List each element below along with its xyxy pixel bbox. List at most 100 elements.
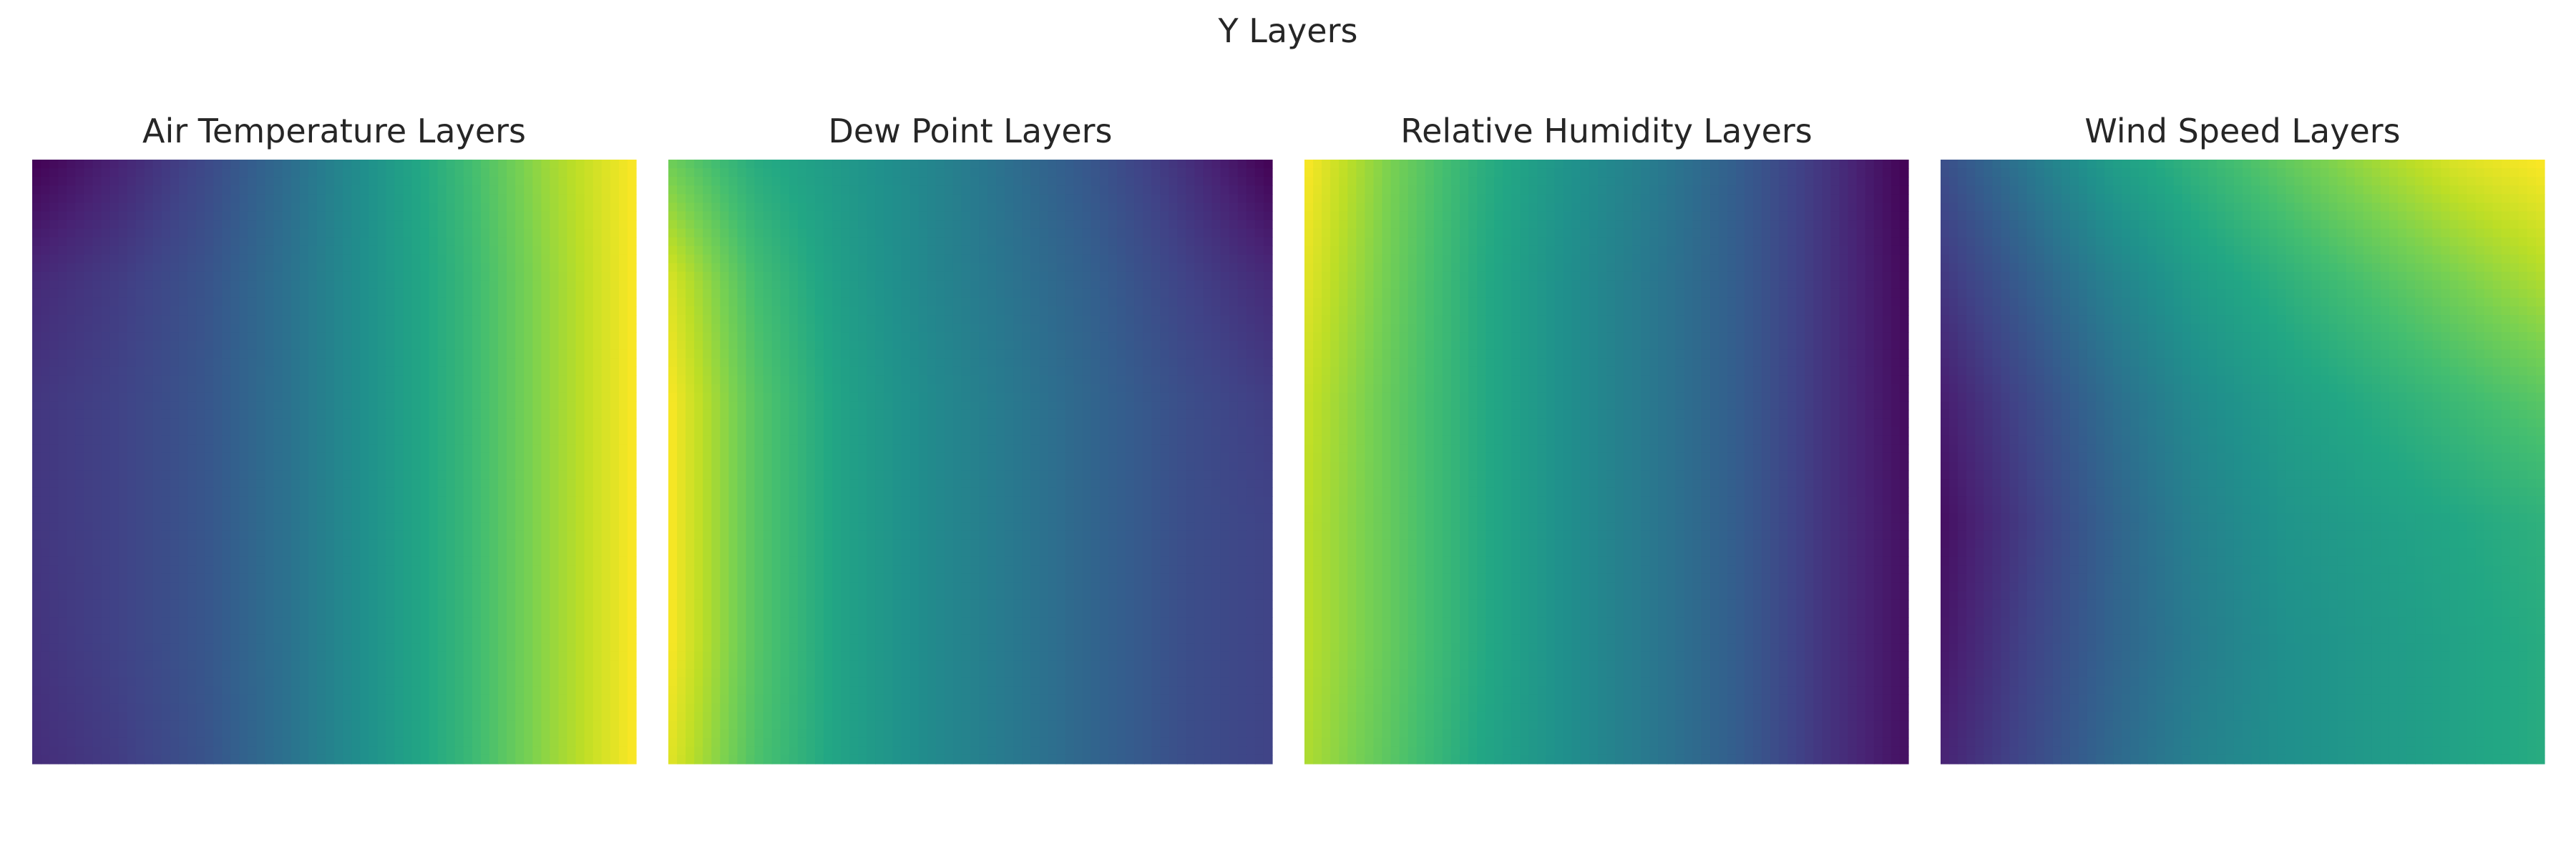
heatmap-cell bbox=[222, 669, 231, 679]
heatmap-cell bbox=[92, 626, 102, 635]
heatmap-cell bbox=[524, 737, 533, 747]
heatmap-cell bbox=[49, 435, 59, 445]
heatmap-cell bbox=[170, 306, 180, 316]
heatmap-cell bbox=[420, 487, 430, 497]
heatmap-cell bbox=[325, 591, 335, 601]
heatmap-cell bbox=[84, 288, 93, 299]
heatmap-cell bbox=[222, 427, 231, 437]
heatmap-cell bbox=[135, 332, 145, 341]
heatmap-cell bbox=[558, 582, 568, 592]
heatmap-cell bbox=[92, 754, 102, 765]
heatmap-cell bbox=[265, 591, 275, 601]
heatmap-cell bbox=[248, 452, 258, 462]
heatmap-cell bbox=[32, 297, 42, 307]
heatmap-cell bbox=[567, 634, 577, 644]
heatmap-cell bbox=[101, 349, 111, 359]
heatmap-cell bbox=[127, 573, 137, 583]
heatmap-cell bbox=[411, 703, 421, 713]
heatmap-cell bbox=[170, 548, 180, 558]
heatmap-cell bbox=[67, 505, 76, 514]
heatmap-cell bbox=[507, 505, 516, 514]
heatmap-cell bbox=[127, 677, 137, 687]
heatmap-cell bbox=[32, 634, 42, 644]
heatmap-cell bbox=[532, 565, 542, 575]
heatmap-cell bbox=[403, 427, 413, 437]
heatmap-cell bbox=[291, 384, 301, 394]
heatmap-cell bbox=[558, 358, 568, 367]
heatmap-cell bbox=[463, 712, 473, 722]
heatmap-cell bbox=[109, 237, 119, 247]
heatmap-cell bbox=[369, 444, 378, 454]
heatmap-cell bbox=[584, 246, 594, 256]
heatmap-cell bbox=[558, 349, 568, 359]
heatmap-cell bbox=[351, 401, 361, 411]
heatmap-cell bbox=[507, 626, 516, 635]
heatmap-cell bbox=[308, 643, 318, 652]
heatmap-cell bbox=[273, 332, 283, 341]
heatmap-cell bbox=[584, 556, 594, 566]
heatmap-cell bbox=[567, 211, 577, 220]
heatmap-cell bbox=[187, 565, 197, 575]
heatmap-cell bbox=[213, 306, 223, 316]
heatmap-cell bbox=[394, 452, 404, 462]
heatmap-cell bbox=[351, 686, 361, 696]
heatmap-cell bbox=[592, 548, 602, 558]
heatmap-cell bbox=[463, 211, 473, 220]
heatmap-cell bbox=[541, 306, 551, 316]
heatmap-cell bbox=[1048, 160, 1058, 169]
heatmap-cell bbox=[58, 686, 67, 696]
heatmap-cell bbox=[152, 444, 162, 454]
heatmap-cell bbox=[101, 608, 111, 618]
heatmap-cell bbox=[403, 496, 413, 505]
heatmap-cell bbox=[411, 513, 421, 523]
heatmap-cell bbox=[67, 582, 76, 592]
heatmap-cell bbox=[515, 565, 525, 575]
heatmap-cell bbox=[507, 271, 516, 281]
heatmap-cell bbox=[75, 608, 84, 618]
heatmap-cell bbox=[480, 686, 490, 696]
heatmap-cell bbox=[316, 505, 326, 514]
heatmap-cell bbox=[369, 324, 378, 333]
heatmap-cell bbox=[118, 737, 128, 747]
heatmap-cell bbox=[429, 263, 439, 273]
heatmap-cell bbox=[507, 617, 516, 626]
heatmap-cell bbox=[489, 280, 499, 290]
heatmap-cell bbox=[32, 479, 42, 488]
heatmap-cell bbox=[351, 556, 361, 566]
heatmap-cell bbox=[463, 324, 473, 333]
heatmap-cell bbox=[601, 409, 611, 419]
heatmap-cell bbox=[118, 401, 128, 411]
heatmap-cell bbox=[592, 462, 602, 471]
heatmap-cell bbox=[92, 401, 102, 411]
heatmap-cell bbox=[49, 409, 59, 419]
heatmap-cell bbox=[230, 185, 240, 195]
heatmap-cell bbox=[618, 358, 628, 367]
heatmap-cell bbox=[446, 556, 456, 566]
heatmap-cell bbox=[144, 452, 154, 462]
heatmap-cell bbox=[118, 177, 128, 186]
heatmap-cell bbox=[84, 539, 93, 549]
heatmap-cell bbox=[420, 479, 430, 488]
heatmap-cell bbox=[41, 703, 50, 713]
heatmap-cell bbox=[351, 160, 361, 169]
heatmap-cell bbox=[334, 669, 343, 679]
heatmap-cell bbox=[394, 686, 404, 696]
heatmap-cell bbox=[454, 401, 464, 411]
heatmap-cell bbox=[558, 754, 568, 765]
heatmap-cell bbox=[507, 643, 516, 652]
heatmap-cell bbox=[109, 349, 119, 359]
heatmap-cell bbox=[84, 496, 93, 505]
heatmap-cell bbox=[248, 591, 258, 601]
heatmap-cell bbox=[67, 573, 76, 583]
heatmap-cell bbox=[230, 246, 240, 256]
heatmap-cell bbox=[584, 462, 594, 471]
heatmap-cell bbox=[558, 505, 568, 514]
panel-title-dew-point: Dew Point Layers bbox=[828, 112, 1113, 150]
heatmap-cell bbox=[420, 254, 430, 264]
heatmap-cell bbox=[532, 496, 542, 505]
heatmap-cell bbox=[610, 539, 620, 549]
heatmap-cell bbox=[75, 228, 84, 238]
heatmap-cell bbox=[377, 185, 386, 195]
heatmap-cell bbox=[49, 462, 59, 471]
heatmap-cell bbox=[152, 435, 162, 445]
